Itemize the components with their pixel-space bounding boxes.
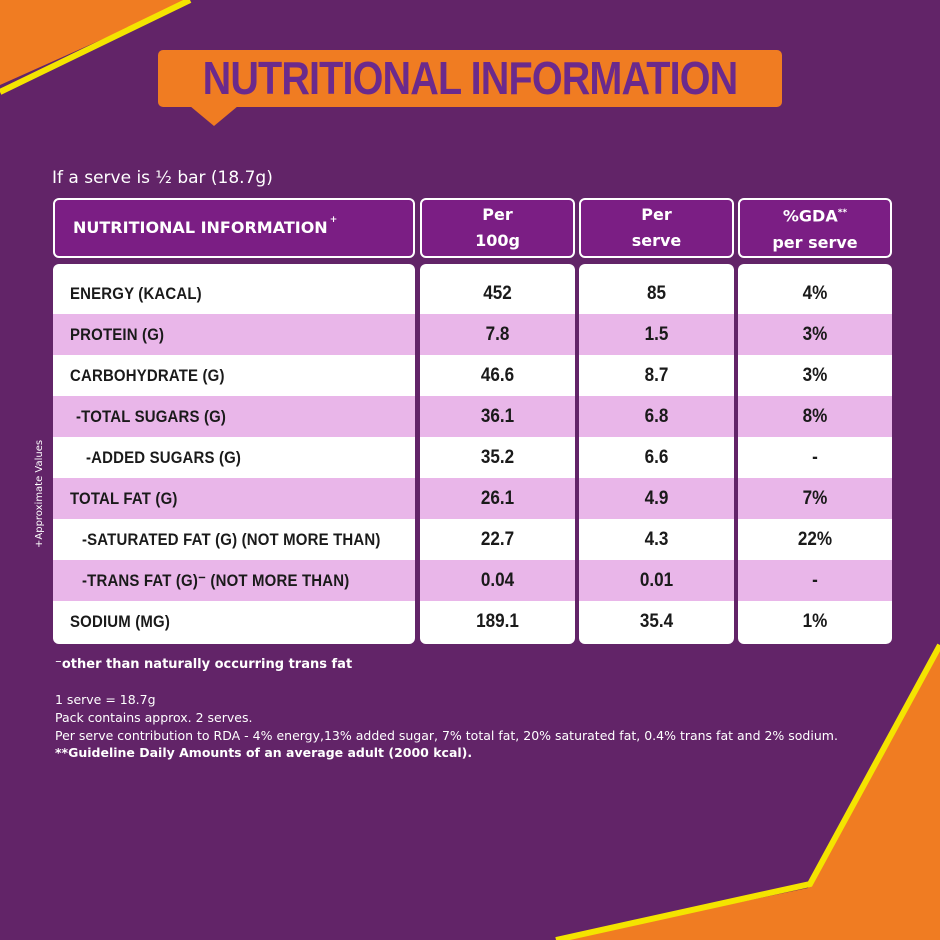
value-gda: 7% [802,488,828,509]
row-stripe [53,560,415,601]
gda-column [738,264,892,644]
trans-fat-footnote: ⁻other than naturally occurring trans fa… [55,657,353,672]
value-per-100g: 7.8 [485,324,510,345]
value-per-100g: 35.2 [480,447,515,468]
row-stripe [53,314,415,355]
nutrient-name: CARBOHYDRATE (G) [70,366,225,385]
header-per-100g: Per 100g [420,198,575,258]
value-gda: 1% [802,611,828,632]
header-gda: %GDA** per serve [738,198,892,258]
value-per-serve: 8.7 [644,365,669,386]
value-per-100g: 36.1 [480,406,515,427]
header-per-100g-line1: Per [482,205,513,224]
value-per-serve: 6.8 [644,406,669,427]
value-gda: 3% [802,365,828,386]
serve-size-footnote: 1 serve = 18.7g [55,692,156,707]
header-per-100g-line2: 100g [475,231,520,250]
nutrient-name: SODIUM (MG) [70,612,171,631]
per-serve-column [579,264,734,644]
nutrient-name: PROTEIN (G) [70,325,165,344]
row-stripe [53,396,415,437]
serve-size-note: If a serve is ½ bar (18.7g) [52,168,273,188]
header-nutrient-mark: + [329,215,338,225]
value-per-serve: 1.5 [644,324,669,345]
header-per-serve-line2: serve [631,231,682,250]
banner-pointer [190,106,238,126]
header-gda-line2: per serve [772,232,858,252]
row-stripe [738,314,892,355]
row-stripe [579,560,734,601]
header-nutrient-label: NUTRITIONAL INFORMATION [73,218,328,237]
value-per-serve: 35.4 [639,611,674,632]
row-stripe [579,478,734,519]
row-stripe [53,478,415,519]
row-stripe [420,478,575,519]
nutrient-name: -SATURATED FAT (G) (NOT MORE THAN) [82,530,381,549]
value-gda: - [812,570,818,591]
row-stripe [420,314,575,355]
page-title: NUTRITIONAL INFORMATION [202,52,739,104]
nutrient-name: -TRANS FAT (G)⁻ (NOT MORE THAN) [82,571,350,590]
row-stripe [738,560,892,601]
value-per-serve: 4.3 [644,529,669,550]
value-per-100g: 189.1 [476,611,519,632]
value-gda: 4% [802,283,828,304]
value-per-100g: 452 [483,283,512,304]
row-stripe [738,478,892,519]
gda-footnote: **Guideline Daily Amounts of an average … [55,745,473,760]
value-per-serve: 0.01 [639,570,674,591]
value-per-100g: 46.6 [480,365,515,386]
nutrient-column [53,264,415,644]
row-stripe [579,396,734,437]
header-per-serve-line1: Per [641,205,672,224]
title-banner: NUTRITIONAL INFORMATION [158,50,782,107]
value-per-serve: 6.6 [644,447,669,468]
nutrient-name: -ADDED SUGARS (G) [86,448,242,467]
value-per-serve: 85 [646,283,667,304]
pack-footnote: Pack contains approx. 2 serves. [55,710,253,725]
bottom-right-yellow-stripe [555,643,940,940]
nutrient-name: TOTAL FAT (G) [70,489,178,508]
value-per-100g: 22.7 [480,529,515,550]
row-stripe [420,396,575,437]
header-per-serve: Per serve [579,198,734,258]
value-gda: 22% [797,529,833,550]
value-per-100g: 26.1 [480,488,515,509]
header-gda-line1: %GDA [782,206,838,226]
value-gda: 8% [802,406,828,427]
row-stripe [738,396,892,437]
row-stripe [420,560,575,601]
nutrient-name: ENERGY (KACAL) [70,284,202,303]
row-stripe [579,314,734,355]
value-per-serve: 4.9 [644,488,669,509]
per-100g-column [420,264,575,644]
value-gda: - [812,447,818,468]
header-gda-mark: ** [837,208,848,219]
rda-footnote: Per serve contribution to RDA - 4% energ… [55,728,838,743]
top-left-yellow-stripe [0,0,192,95]
approximate-values-label: +Approximate Values [34,439,45,548]
bottom-right-orange-corner [560,650,940,940]
value-per-100g: 0.04 [480,570,515,591]
value-gda: 3% [802,324,828,345]
header-nutrient: NUTRITIONAL INFORMATION + [53,198,415,258]
nutrient-name: -TOTAL SUGARS (G) [76,407,227,426]
